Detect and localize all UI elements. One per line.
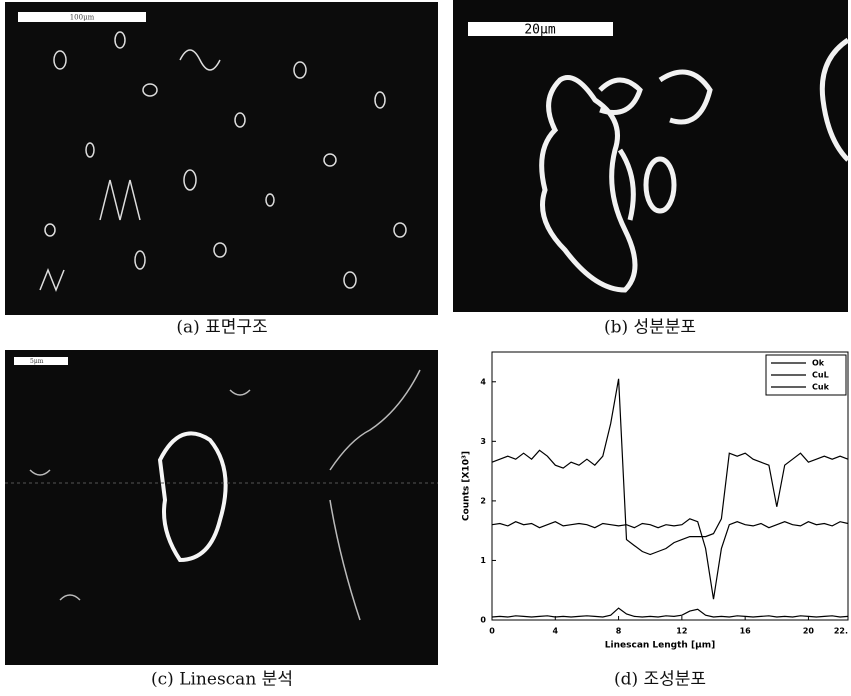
x-tick-label: 20 — [803, 627, 815, 636]
legend-label: Ok — [812, 359, 825, 368]
y-tick-label: 1 — [480, 556, 486, 565]
image-background — [5, 2, 438, 315]
x-tick-label: 12 — [676, 627, 687, 636]
y-axis-label: Counts [X10³] — [462, 451, 472, 521]
series-line — [492, 519, 848, 599]
sem-image-b: 20μm — [453, 0, 848, 312]
caption: (a) 표면구조 — [176, 318, 267, 338]
caption: (d) 조성분포 — [614, 670, 706, 690]
x-tick-label: 0 — [489, 627, 495, 636]
legend-label: Cuk — [812, 383, 830, 392]
series-line — [492, 379, 848, 555]
x-tick-label: 16 — [740, 627, 752, 636]
y-tick-label: 4 — [480, 377, 486, 386]
y-tick-label: 0 — [480, 616, 486, 625]
scale-label: 20μm — [524, 23, 555, 38]
caption: (b) 성분분포 — [604, 318, 696, 338]
series-line — [492, 608, 848, 617]
line-chart: Counts [X10³] Linescan Length [μm] — [462, 352, 849, 651]
x-tick-label: 4 — [552, 627, 558, 636]
figure: 100μm (a) 표면구조 20μm (b) 성분분포 5μm (c) Lin… — [0, 0, 851, 692]
y-tick-label: 2 — [480, 496, 486, 505]
scale-label: 100μm — [70, 14, 95, 22]
legend-label: CuL — [812, 371, 829, 380]
sem-image-c: 5μm — [5, 350, 438, 665]
caption: (c) Linescan 분석 — [151, 670, 293, 690]
image-background — [453, 0, 848, 312]
x-tick-label: 22. — [834, 627, 848, 636]
sem-image-a: 100μm — [5, 2, 438, 315]
x-axis-label: Linescan Length [μm] — [605, 641, 715, 651]
scale-label: 5μm — [30, 358, 44, 365]
y-tick-label: 3 — [480, 437, 486, 446]
x-tick-label: 8 — [616, 627, 622, 636]
